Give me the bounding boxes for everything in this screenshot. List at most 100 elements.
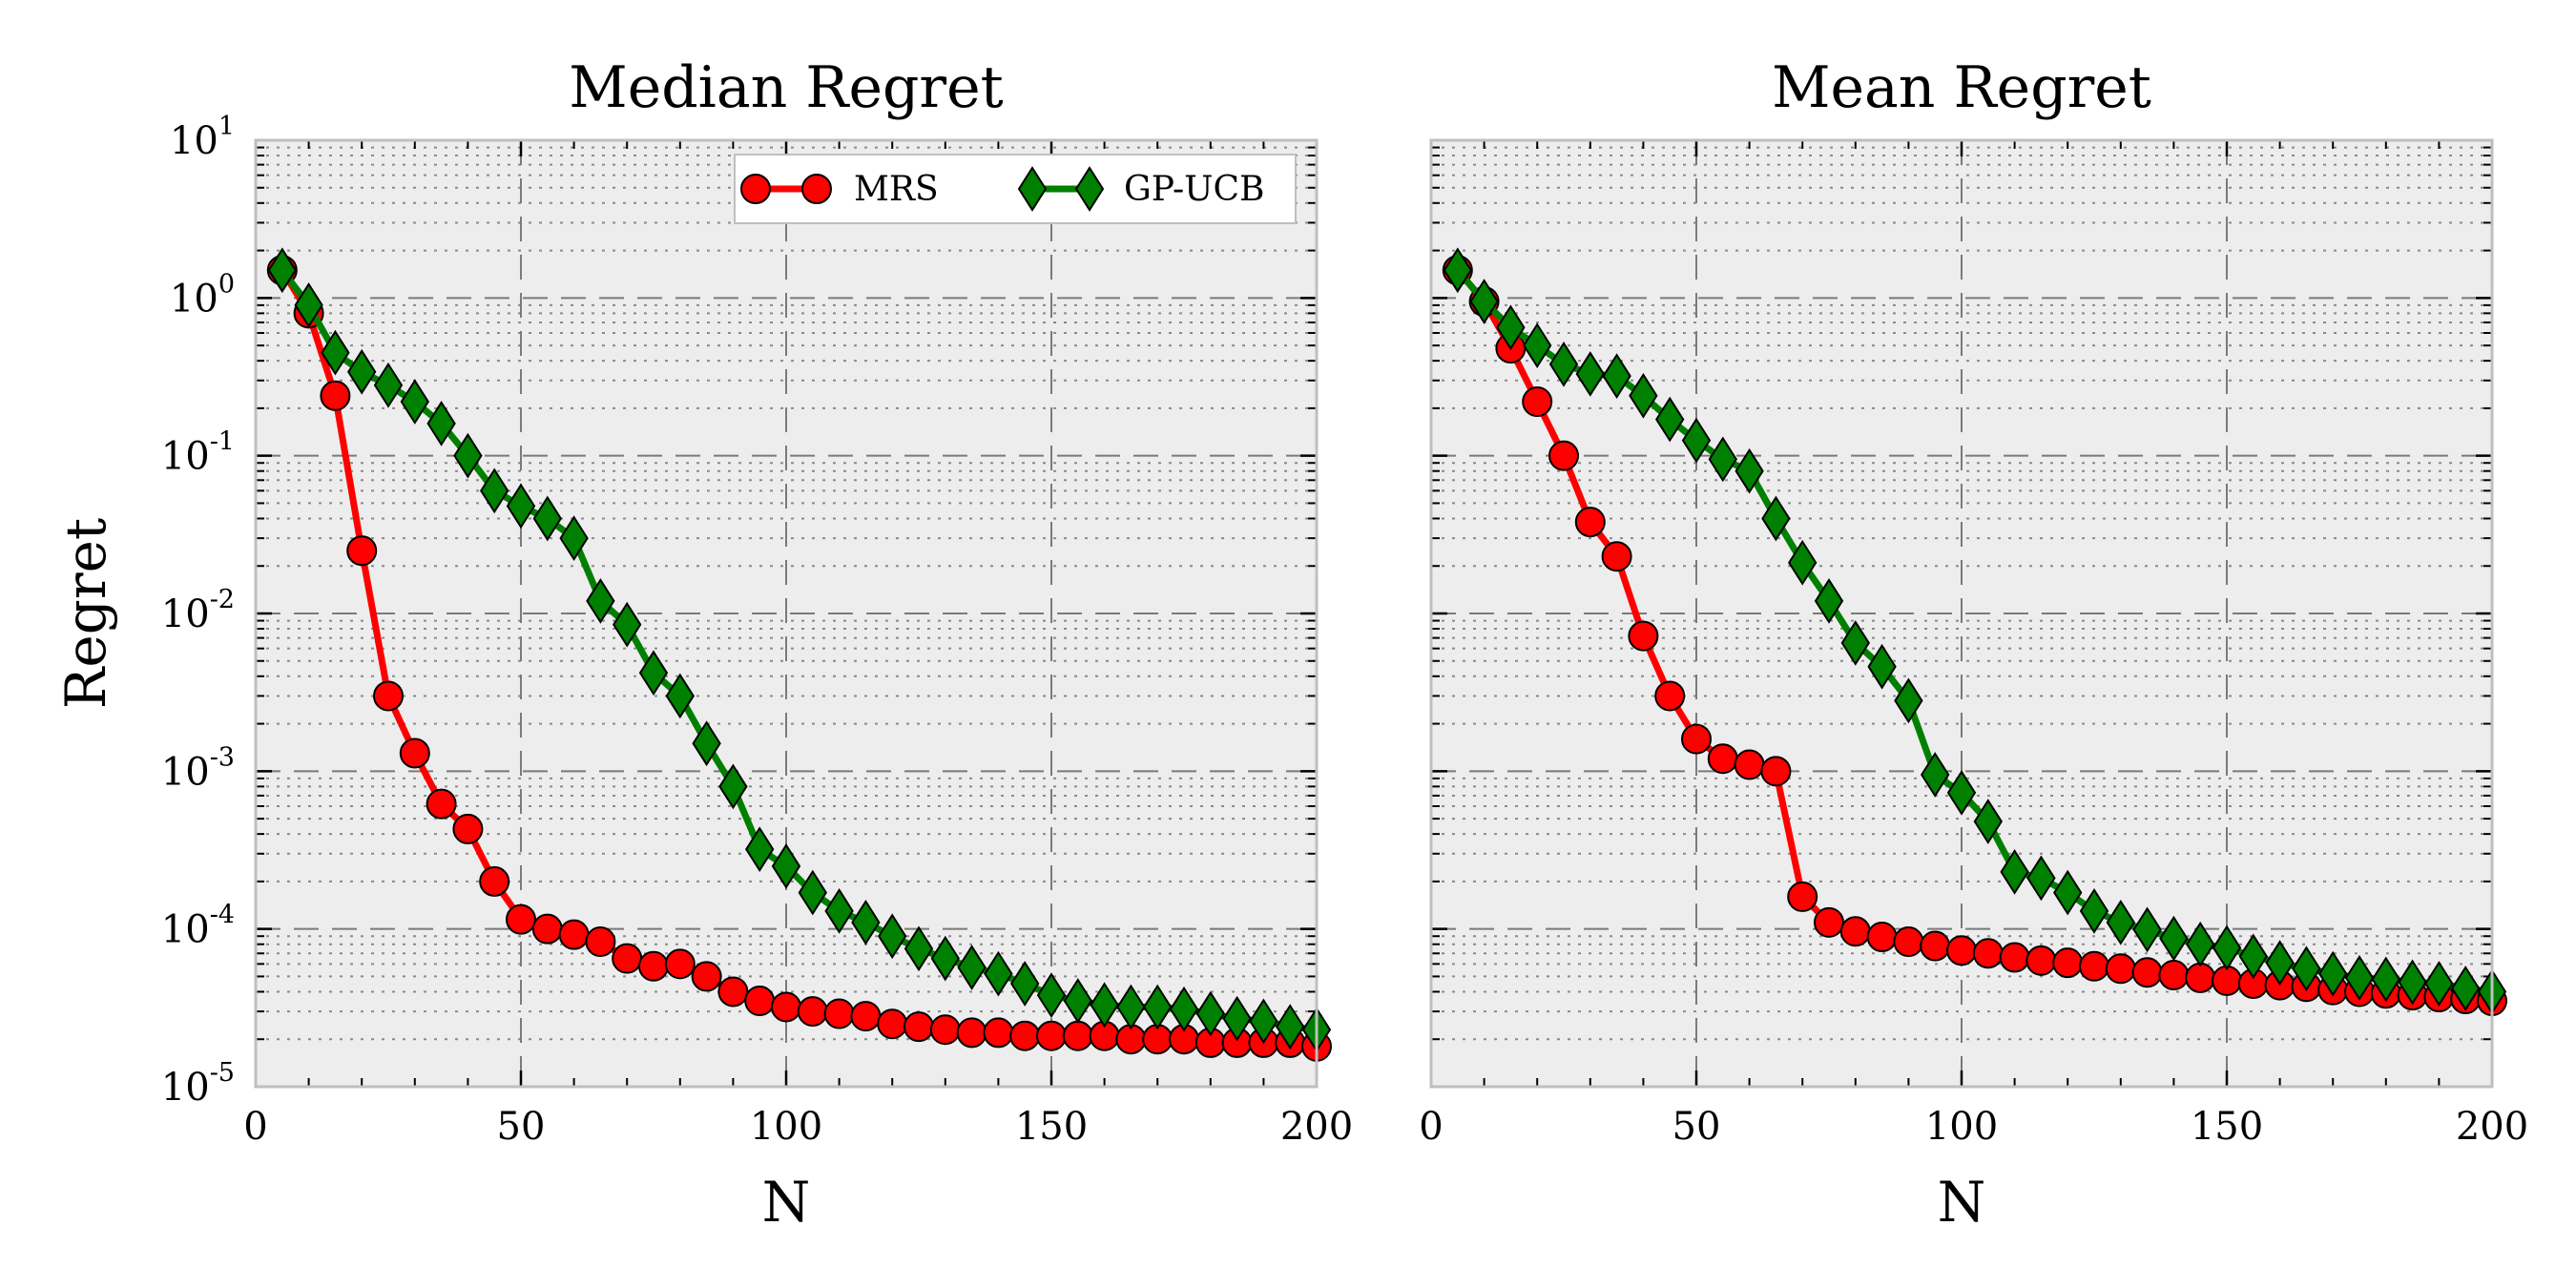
data-point-mrs <box>531 913 563 945</box>
data-point-mrs <box>717 976 749 1008</box>
data-point-mrs <box>1893 926 1924 958</box>
data-point-gpucb <box>400 379 429 425</box>
data-point-mrs <box>2131 957 2163 988</box>
data-point-gpucb <box>930 935 960 982</box>
data-point-mrs <box>744 986 776 1017</box>
plot-frame <box>254 138 1319 1089</box>
data-point-gpucb <box>2053 869 2083 916</box>
data-point-mrs <box>1601 541 1632 572</box>
data-point-gpucb <box>559 515 589 561</box>
data-point-gpucb <box>1681 417 1712 464</box>
data-point-gpucb <box>1840 620 1870 666</box>
data-point-gpucb <box>2344 955 2375 1001</box>
data-point-gpucb <box>2132 906 2162 953</box>
data-point-mrs <box>1548 440 1579 471</box>
chart-median-regret: 10-5 10-4 10-3 10-2 10-1 100 101 0 50 100 150 200 M… <box>53 54 1353 1235</box>
data-point-gpucb <box>1946 770 1977 816</box>
data-point-mrs <box>638 950 669 982</box>
chart-mean-regret: 0 50 100 150 200 Mean Regret N <box>1419 54 2528 1235</box>
data-point-gpucb <box>2371 956 2400 1003</box>
x-tick-label: 150 <box>1015 1105 1088 1149</box>
data-point-mrs <box>904 1011 934 1043</box>
data-point-gpucb <box>2079 887 2109 934</box>
data-point-mrs <box>1920 930 1951 962</box>
series-layer <box>266 247 1332 1062</box>
grid-layer <box>256 140 1317 1087</box>
series-gpucb <box>1443 247 2507 1015</box>
data-point-mrs <box>346 535 378 567</box>
data-point-gpucb <box>878 913 907 960</box>
data-point-gpucb <box>453 432 483 479</box>
data-point-gpucb <box>1921 752 1950 798</box>
data-point-mrs <box>1814 906 1844 938</box>
data-point-mrs <box>664 948 696 980</box>
data-point-gpucb <box>2159 915 2189 962</box>
data-point-gpucb <box>1496 304 1526 351</box>
data-point-mrs <box>1036 1020 1067 1051</box>
x-tick-label: 200 <box>1280 1105 1353 1149</box>
y-tick-label: 10-3 <box>161 742 235 794</box>
data-point-mrs <box>1734 749 1765 780</box>
data-point-mrs <box>2185 962 2216 993</box>
data-point-gpucb <box>957 945 987 990</box>
data-point-mrs <box>612 943 643 974</box>
data-point-gpucb <box>613 601 642 648</box>
y-tick-label: 100 <box>170 269 235 321</box>
x-tick-label: 50 <box>497 1105 546 1149</box>
data-point-gpucb <box>1602 353 1631 400</box>
legend-marker-gpucb <box>1017 166 1048 212</box>
data-point-gpucb <box>824 887 854 934</box>
x-axis-label: N <box>762 1170 811 1235</box>
data-point-gpucb <box>2238 933 2268 980</box>
data-point-gpucb <box>771 843 801 889</box>
legend-marker-mrs <box>740 174 771 204</box>
data-point-gpucb <box>1116 984 1146 1030</box>
data-point-gpucb <box>426 401 456 447</box>
data-point-gpucb <box>1708 436 1737 483</box>
data-point-mrs <box>823 998 855 1029</box>
data-point-mrs <box>1787 881 1818 912</box>
data-point-gpucb <box>1735 447 1764 494</box>
data-point-mrs <box>1999 942 2030 973</box>
data-point-gpucb <box>718 763 748 810</box>
data-point-mrs <box>320 380 351 411</box>
data-point-mrs <box>1062 1020 1093 1051</box>
data-point-mrs <box>929 1014 961 1046</box>
data-point-gpucb <box>2292 945 2321 992</box>
data-point-gpucb <box>745 826 775 873</box>
data-point-gpucb <box>851 899 881 945</box>
data-point-mrs <box>1760 756 1792 787</box>
data-point-gpucb <box>984 950 1013 997</box>
data-point-gpucb <box>692 720 721 767</box>
data-point-gpucb <box>1195 990 1225 1037</box>
chart-legend: MRS GP-UCB <box>734 154 1297 224</box>
data-point-gpucb <box>1469 279 1499 324</box>
data-point-gpucb <box>347 348 377 395</box>
data-point-gpucb <box>904 925 934 972</box>
data-point-mrs <box>1628 620 1659 652</box>
y-axis-label: Regret <box>53 518 118 709</box>
data-point-gpucb <box>2265 940 2295 987</box>
x-tick-label: 200 <box>2456 1105 2528 1149</box>
legend-marker-mrs <box>801 174 832 204</box>
x-tick-label: 0 <box>243 1105 267 1149</box>
data-point-mrs <box>373 680 404 712</box>
data-point-mrs <box>399 737 430 769</box>
data-point-mrs <box>1654 680 1686 712</box>
x-tick-label: 50 <box>1672 1105 1721 1149</box>
x-axis-label: N <box>1938 1170 1986 1235</box>
data-point-gpucb <box>2212 924 2242 971</box>
data-point-gpucb <box>1169 986 1199 1032</box>
data-point-mrs <box>1574 507 1606 538</box>
data-point-gpucb <box>1143 984 1173 1030</box>
data-point-gpucb <box>1788 539 1818 586</box>
chart-title: Median Regret <box>569 54 1003 121</box>
data-point-mrs <box>2025 945 2057 976</box>
y-tick-label: 10-2 <box>161 585 235 636</box>
data-point-gpucb <box>2106 899 2135 945</box>
data-point-gpucb <box>1814 578 1844 624</box>
data-point-gpucb <box>638 650 669 696</box>
data-point-mrs <box>850 1001 882 1032</box>
data-point-gpucb <box>1894 677 1923 724</box>
